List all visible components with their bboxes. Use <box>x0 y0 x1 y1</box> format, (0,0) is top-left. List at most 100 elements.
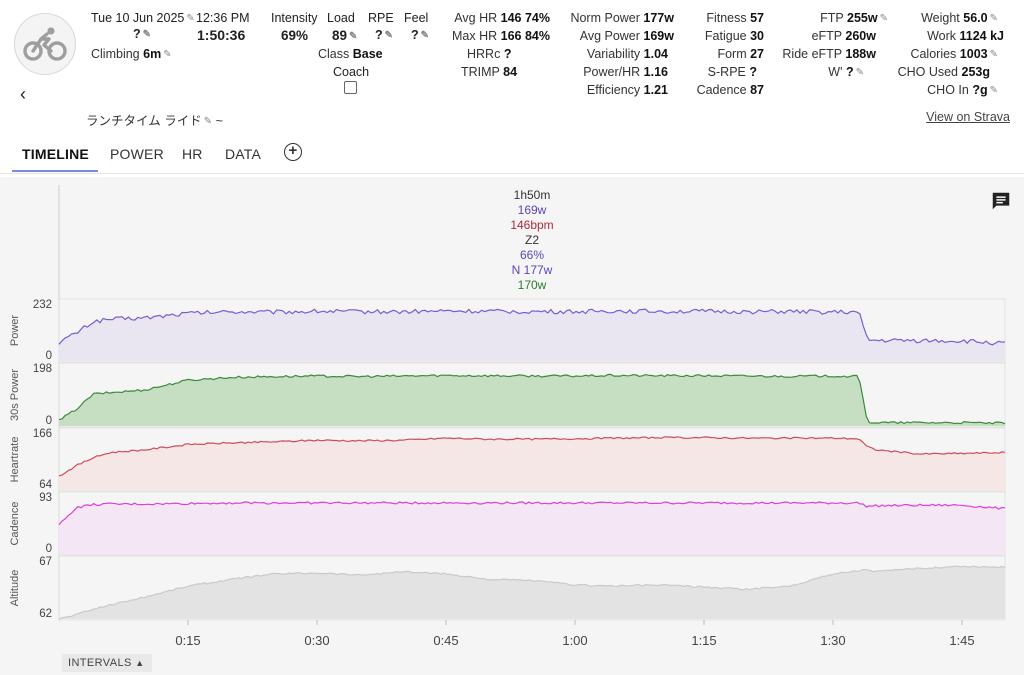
activity-unknown-field[interactable]: ? ✎ <box>133 27 152 41</box>
lane-heartrate: 64 166 Heartrate <box>9 427 1006 492</box>
power-hr-metric: Power/HR 1.16 <box>583 65 668 79</box>
add-tab-plus-icon[interactable]: + <box>284 143 302 161</box>
edit-pencil-icon[interactable]: ✎ <box>163 49 172 60</box>
edit-pencil-icon[interactable]: ✎ <box>186 13 195 24</box>
xtick-label-1: 0:30 <box>304 633 329 648</box>
series-area-30s-power <box>59 374 1005 426</box>
tab-timeline[interactable]: TIMELINE <box>22 146 89 162</box>
ride-eftp-metric: Ride eFTP 188w <box>782 47 876 61</box>
activity-start-time: 12:36 PM <box>196 11 250 25</box>
norm-power-metric: Norm Power 177w <box>570 11 674 25</box>
intensity-value: 69% <box>281 28 309 43</box>
intervals-toggle[interactable]: INTERVALS ▲ <box>62 654 152 672</box>
xtick-label-6: 1:45 <box>949 633 974 648</box>
rpe-value[interactable]: ? ✎ <box>375 28 394 42</box>
avg-power-metric: Avg Power 169w <box>579 29 674 43</box>
edit-pencil-icon[interactable]: ✎ <box>989 85 998 96</box>
efficiency-metric: Efficiency 1.21 <box>586 83 668 97</box>
weight-metric[interactable]: Weight 56.0 ✎ <box>921 11 998 25</box>
coach-checkbox[interactable] <box>344 81 357 94</box>
rpe-label: RPE <box>368 11 394 25</box>
view-on-strava-link[interactable]: View on Strava <box>926 110 1010 124</box>
ytick-altitude-0: 62 <box>39 608 52 620</box>
feel-value[interactable]: ? ✎ <box>411 28 430 42</box>
summary-avg-hr: 146bpm <box>510 218 553 232</box>
edit-pencil-icon[interactable]: ✎ <box>855 67 864 78</box>
summary-30s-power: 170w <box>518 278 547 292</box>
activity-type-avatar <box>14 13 76 75</box>
edit-pencil-icon[interactable]: ✎ <box>384 30 394 41</box>
xtick-label-2: 0:45 <box>433 633 458 648</box>
max-hr-metric: Max HR 166 84% <box>451 29 550 43</box>
ytick-power-0: 0 <box>46 350 52 362</box>
lane-cadence: 0 93 Cadence <box>9 491 1006 556</box>
fatigue-metric: Fatigue 30 <box>704 29 764 43</box>
activity-title[interactable]: ランチタイム ライド ✎ ~ <box>86 114 223 128</box>
cycling-icon <box>23 27 67 61</box>
edit-pencil-icon[interactable]: ✎ <box>420 30 430 41</box>
edit-pencil-icon[interactable]: ✎ <box>349 31 358 42</box>
trimp-metric: TRIMP 84 <box>461 65 518 79</box>
series-line-power <box>58 308 1006 346</box>
ytick-heartrate-1: 166 <box>33 428 52 440</box>
hrrc-metric: HRRc ? <box>467 47 512 61</box>
ytick-altitude-1: 67 <box>39 556 52 568</box>
edit-pencil-icon[interactable]: ✎ <box>879 13 888 24</box>
calories-metric[interactable]: Calories 1003 ✎ <box>910 47 998 61</box>
tab-hr[interactable]: HR <box>182 146 203 162</box>
series-line-30s-power <box>58 373 1006 425</box>
avg-hr-metric: Avg HR 146 74% <box>454 11 550 25</box>
comment-icon[interactable] <box>990 190 1012 212</box>
ytick-heartrate-0: 64 <box>39 479 52 491</box>
tab-power[interactable]: POWER <box>110 146 164 162</box>
timeline-chart-svg: 1h50m 169w 146bpm Z2 66% N 177w 170w 0 23… <box>9 185 1006 648</box>
edit-pencil-icon[interactable]: ✎ <box>203 116 213 127</box>
ytick-30s-power-0: 0 <box>46 415 52 427</box>
cho-used-metric: CHO Used 253g <box>897 65 990 79</box>
series-area-heartrate <box>59 436 1005 490</box>
ytick-cadence-0: 0 <box>46 543 52 555</box>
edit-pencil-icon[interactable]: ✎ <box>142 29 152 40</box>
work-metric: Work 1124 kJ <box>927 29 1004 43</box>
cho-in-metric[interactable]: CHO In ?g ✎ <box>927 83 998 97</box>
lane-frame-power <box>58 298 1006 363</box>
wprime-metric[interactable]: W' ? ✎ <box>828 65 864 79</box>
series-line-cadence <box>58 501 1006 526</box>
xtick-label-3: 1:00 <box>562 633 587 648</box>
srpe-metric: S-RPE ? <box>707 65 757 79</box>
fitness-metric: Fitness 57 <box>706 11 764 25</box>
tab-data[interactable]: DATA <box>225 146 262 162</box>
ytick-power-1: 232 <box>33 299 52 311</box>
load-label: Load <box>327 11 355 25</box>
series-line-altitude <box>58 565 1006 620</box>
climbing-metric[interactable]: Climbing 6m ✎ <box>91 47 172 61</box>
lane-label-cadence: Cadence <box>9 501 21 545</box>
timeline-chart[interactable]: 1h50m 169w 146bpm Z2 66% N 177w 170w 0 23… <box>0 177 1024 675</box>
load-value[interactable]: 89 ✎ <box>332 28 358 43</box>
coach-label: Coach <box>333 65 370 79</box>
ftp-metric[interactable]: FTP 255w ✎ <box>820 11 888 25</box>
edit-pencil-icon[interactable]: ✎ <box>989 49 998 60</box>
form-metric: Form 27 <box>717 47 764 61</box>
cadence-metric: Cadence 87 <box>696 83 764 97</box>
activity-date[interactable]: Tue 10 Jun 2025 ✎ <box>91 11 195 25</box>
summary-intensity: 66% <box>520 248 544 262</box>
lane-altitude: 62 67 Altitude <box>9 555 1006 621</box>
series-area-power <box>59 309 1005 361</box>
caret-up-icon: ▲ <box>135 658 145 668</box>
lane-label-30s-power: 30s Power <box>9 369 21 421</box>
selection-summary: 1h50m 169w 146bpm Z2 66% N 177w 170w <box>510 188 553 292</box>
back-chevron-icon[interactable]: ‹ <box>20 84 26 104</box>
series-area-altitude <box>59 566 1005 619</box>
activity-tabs: TIMELINE POWER HR DATA + <box>0 138 1024 174</box>
summary-avg-power: 169w <box>518 203 547 217</box>
edit-pencil-icon[interactable]: ✎ <box>989 13 998 24</box>
variability-metric: Variability 1.04 <box>586 47 668 61</box>
summary-zone: Z2 <box>525 233 539 247</box>
lane-power: 0 232 Power <box>9 298 1006 363</box>
lane-frame-30s-power <box>58 362 1006 428</box>
xtick-label-4: 1:15 <box>691 633 716 648</box>
class-metric: Class Base <box>318 47 383 61</box>
ytick-30s-power-1: 198 <box>33 363 52 375</box>
summary-norm-power: N 177w <box>512 263 553 277</box>
